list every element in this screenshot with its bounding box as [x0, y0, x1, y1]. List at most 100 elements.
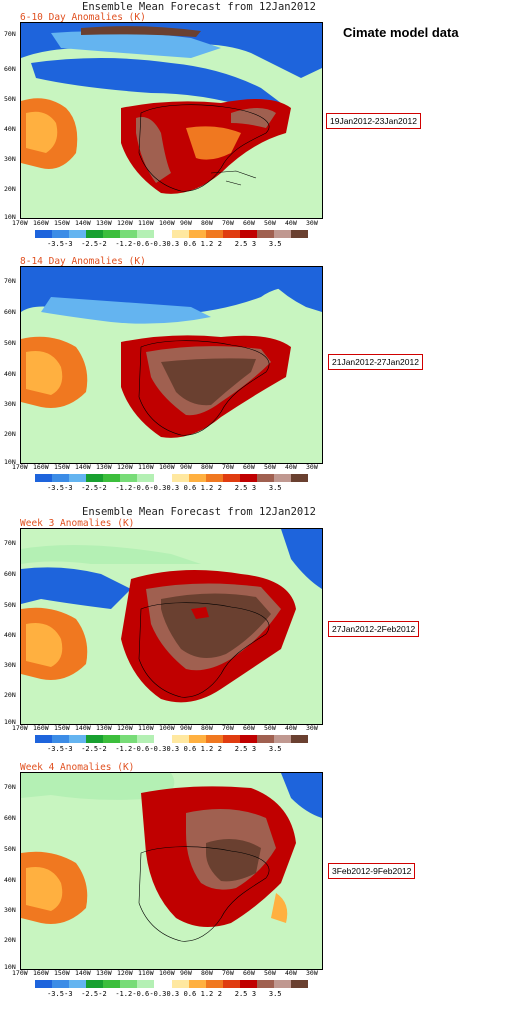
lon-tick: 150W: [54, 463, 70, 471]
lon-tick: 120W: [117, 219, 133, 227]
lat-tick: 50N: [4, 845, 16, 853]
colorbar-swatch: [205, 735, 223, 743]
colorbar-label: 3.5: [268, 240, 282, 248]
colorbar-swatch: [103, 980, 121, 988]
date-range-1: 19Jan2012-23Jan2012: [326, 113, 421, 129]
panel-4-title: Week 4 Anomalies (K): [20, 762, 135, 773]
colorbar-swatch: [222, 230, 240, 238]
colorbar-label: 3.5: [268, 745, 282, 753]
colorbar-swatch: [103, 230, 121, 238]
colorbar-swatch: [120, 735, 138, 743]
colorbar-label: -3: [64, 745, 73, 753]
colorbar-label: 2.5: [234, 745, 248, 753]
lat-tick: 40N: [4, 125, 16, 133]
colorbar-swatch: [188, 980, 206, 988]
lon-tick: 80W: [201, 219, 213, 227]
colorbar-label: -2: [98, 484, 107, 492]
colorbar-label: 0.6: [183, 745, 197, 753]
colorbar-swatch: [69, 230, 87, 238]
colorbar-label: 0.3: [166, 484, 180, 492]
colorbar-label: -2.5: [81, 745, 99, 753]
panel-1-title: 6-10 Day Anomalies (K): [20, 12, 146, 23]
lat-tick: 30N: [4, 155, 16, 163]
lon-tick: 120W: [117, 724, 133, 732]
colorbar-swatch: [188, 735, 206, 743]
colorbar-swatch: [120, 474, 138, 482]
lon-tick: 40W: [285, 969, 297, 977]
colorbar-swatch: [35, 735, 53, 743]
ensemble-title-top: Ensemble Mean Forecast from 12Jan2012: [82, 1, 316, 13]
lon-tick: 130W: [96, 724, 112, 732]
lon-tick: 130W: [96, 969, 112, 977]
colorbar-label: 3.5: [268, 990, 282, 998]
colorbar-1: [35, 230, 308, 238]
lon-tick: 30W: [306, 463, 318, 471]
map-panel-2: [20, 266, 323, 464]
colorbar-swatch: [35, 230, 53, 238]
lat-tick: 70N: [4, 277, 16, 285]
colorbar-label: -0.6: [132, 484, 150, 492]
lon-tick: 130W: [96, 219, 112, 227]
colorbar-swatch: [171, 980, 189, 988]
colorbar-label: 0.3: [166, 745, 180, 753]
colorbar-label: 3: [251, 990, 257, 998]
lon-tick: 110W: [138, 724, 154, 732]
lon-tick: 60W: [243, 463, 255, 471]
colorbar-label: 2: [217, 484, 222, 492]
colorbar-swatch: [273, 474, 291, 482]
lat-tick: 30N: [4, 400, 16, 408]
colorbar-label: 3: [251, 240, 257, 248]
colorbar-swatch: [239, 474, 257, 482]
lon-tick: 80W: [201, 463, 213, 471]
lon-ticks-3: 170W 160W 150W 140W 130W 120W 110W 100W …: [12, 724, 328, 734]
lat-tick: 60N: [4, 814, 16, 822]
colorbar-label: 2.5: [234, 990, 248, 998]
colorbar-label: -3.5: [47, 990, 64, 998]
lon-tick: 40W: [285, 219, 297, 227]
colorbar-swatch: [103, 474, 121, 482]
colorbar-label: -0.6: [132, 745, 150, 753]
lon-tick: 100W: [159, 463, 175, 471]
lon-tick: 110W: [138, 463, 154, 471]
colorbar-swatch: [222, 980, 240, 988]
lon-tick: 60W: [243, 219, 255, 227]
colorbar-swatch: [239, 230, 257, 238]
lon-tick: 110W: [138, 969, 154, 977]
lon-tick: 80W: [201, 969, 213, 977]
colorbar-label: -2: [98, 745, 107, 753]
colorbar-swatch: [35, 474, 53, 482]
colorbar-swatch: [171, 735, 189, 743]
colorbar-label: 0.3: [166, 240, 180, 248]
colorbar-label: -0.3: [149, 484, 167, 492]
panel-3-title: Week 3 Anomalies (K): [20, 518, 135, 529]
colorbar-swatch: [86, 735, 104, 743]
lon-tick: 60W: [243, 724, 255, 732]
colorbar-label: -3.5: [47, 484, 64, 492]
lon-tick: 70W: [222, 724, 234, 732]
colorbar-swatch: [69, 735, 87, 743]
colorbar-label: -2.5: [81, 990, 99, 998]
colorbar-swatch: [256, 230, 274, 238]
colorbar-4: [35, 980, 308, 988]
lon-tick: 160W: [33, 724, 49, 732]
colorbar-swatch: [35, 980, 53, 988]
map-panel-3: [20, 528, 323, 725]
lat-tick: 50N: [4, 339, 16, 347]
colorbar-swatch: [256, 980, 274, 988]
colorbar-swatch: [273, 230, 291, 238]
colorbar-swatch: [290, 230, 308, 238]
colorbar-label: 0.6: [183, 240, 197, 248]
lat-tick: 20N: [4, 430, 16, 438]
lon-tick: 150W: [54, 724, 70, 732]
colorbar-swatch: [205, 474, 223, 482]
lon-tick: 150W: [54, 219, 70, 227]
lon-tick: 170W: [12, 969, 28, 977]
date-range-4: 3Feb2012-9Feb2012: [328, 863, 416, 879]
lon-tick: 160W: [33, 463, 49, 471]
colorbar-label: -0.3: [149, 745, 167, 753]
colorbar-label: -2: [98, 990, 107, 998]
lon-tick: 110W: [138, 219, 154, 227]
colorbar-label: 0.6: [183, 484, 197, 492]
lon-tick: 120W: [117, 463, 133, 471]
colorbar-label: -1.2: [115, 745, 133, 753]
